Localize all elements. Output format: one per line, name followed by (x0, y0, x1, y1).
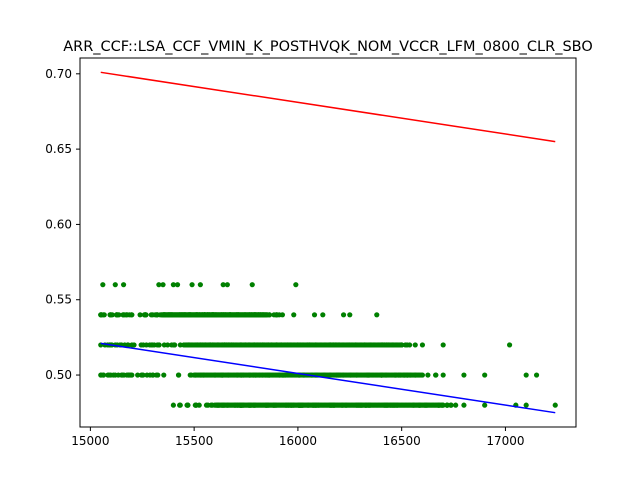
data-point (170, 402, 176, 408)
data-point (126, 372, 132, 378)
lines-layer (100, 71, 556, 414)
data-point (291, 312, 297, 318)
x-tick-label: 16500 (383, 434, 421, 448)
data-point (174, 282, 181, 288)
data-point (189, 282, 195, 288)
upper-line (100, 71, 556, 143)
data-point (156, 282, 162, 288)
data-point (293, 282, 299, 288)
data-point (128, 312, 134, 318)
data-point (114, 312, 120, 318)
data-point (440, 372, 446, 378)
data-point (109, 312, 115, 318)
data-point (100, 282, 106, 288)
data-point (425, 372, 431, 378)
data-point (444, 402, 450, 408)
data-point (160, 282, 166, 288)
data-point (137, 312, 143, 318)
data-point (399, 342, 405, 348)
data-point (142, 312, 149, 318)
data-point (419, 342, 426, 348)
data-point (144, 372, 150, 378)
data-point (138, 372, 145, 378)
data-point (115, 372, 121, 378)
data-point (101, 372, 107, 378)
data-point (161, 372, 167, 378)
data-point (440, 402, 446, 408)
data-point (412, 342, 418, 348)
data-point (311, 312, 318, 318)
data-point (453, 402, 459, 408)
x-tick-label: 15000 (71, 434, 109, 448)
data-point (433, 372, 439, 378)
y-tick-label: 0.50 (45, 368, 72, 382)
data-point (419, 372, 426, 378)
data-point (506, 342, 513, 348)
data-point (224, 282, 230, 288)
data-point (112, 282, 118, 288)
data-point (533, 372, 540, 378)
data-point (523, 402, 529, 408)
data-point (208, 402, 214, 408)
data-point (461, 402, 467, 408)
data-point (523, 372, 529, 378)
data-point (153, 372, 160, 378)
data-point (197, 282, 203, 288)
data-point (220, 282, 226, 288)
chart-title: ARR_CCF::LSA_CCF_VMIN_K_POSTHVQK_NOM_VCC… (63, 39, 593, 55)
data-point (171, 342, 177, 348)
data-point (461, 372, 467, 378)
plot-area (80, 58, 576, 427)
data-point (100, 312, 106, 318)
x-tick-label: 17000 (486, 434, 524, 448)
data-point (249, 282, 255, 288)
data-point (152, 312, 158, 318)
x-tick-label: 15500 (175, 434, 213, 448)
y-tick-label: 0.70 (45, 67, 72, 81)
data-point (170, 282, 176, 288)
axes-layer: 15000 15500 16000 16500 17000 0.50 0.55 0.60 0.6… (45, 67, 524, 448)
data-point (164, 342, 171, 348)
points-layer (98, 282, 558, 408)
fit-line (100, 342, 556, 414)
plot-frame (79, 57, 577, 428)
data-point (140, 342, 146, 348)
data-point (482, 402, 488, 408)
data-point (482, 372, 488, 378)
y-tick-label: 0.55 (45, 293, 72, 307)
y-tick-label: 0.65 (45, 142, 72, 156)
data-point (176, 372, 182, 378)
data-point (148, 312, 154, 318)
data-point (125, 342, 131, 348)
data-point (120, 282, 127, 288)
y-tick-label: 0.60 (45, 217, 72, 231)
data-point (154, 342, 160, 348)
data-point (374, 312, 380, 318)
data-point (184, 402, 190, 408)
data-point (135, 372, 141, 378)
data-point (124, 312, 130, 318)
x-tick-label: 16000 (279, 434, 317, 448)
data-point (271, 312, 277, 318)
data-point (279, 312, 286, 318)
data-point (347, 312, 353, 318)
data-point (148, 342, 154, 348)
data-point (320, 312, 326, 318)
data-point (120, 312, 126, 318)
data-point (340, 312, 347, 318)
data-point (440, 342, 446, 348)
data-point (108, 372, 114, 378)
data-point (131, 342, 137, 348)
data-point (264, 312, 270, 318)
data-point (177, 402, 183, 408)
data-point (404, 342, 410, 348)
data-point (121, 372, 127, 378)
data-point (196, 402, 202, 408)
data-point (552, 402, 558, 408)
